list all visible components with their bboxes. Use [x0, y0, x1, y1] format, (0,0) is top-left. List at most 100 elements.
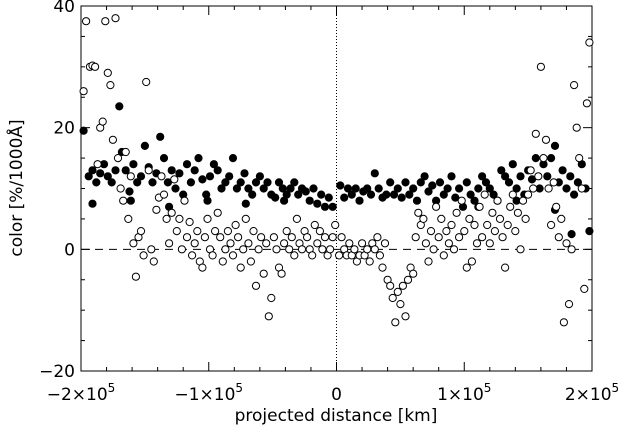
open-data-point	[350, 245, 359, 254]
filled-data-point	[115, 102, 124, 111]
open-data-point	[249, 227, 258, 236]
open-data-point	[231, 220, 240, 230]
open-data-point	[411, 233, 420, 242]
filled-data-point	[294, 190, 303, 199]
open-data-point	[223, 227, 232, 236]
filled-data-point	[221, 178, 230, 187]
open-data-point	[531, 129, 540, 138]
filled-data-point	[474, 184, 483, 193]
open-data-point	[564, 300, 574, 309]
open-data-point	[375, 251, 384, 260]
open-data-point	[370, 245, 379, 254]
open-data-point	[152, 205, 161, 214]
open-data-point	[460, 227, 469, 236]
filled-data-point	[497, 166, 506, 175]
open-data-point	[544, 184, 553, 193]
open-data-point	[82, 17, 91, 26]
open-data-point	[470, 220, 479, 230]
filled-data-point	[182, 160, 192, 169]
open-data-point	[159, 190, 169, 199]
data-points	[79, 14, 594, 327]
open-data-point	[358, 239, 367, 248]
open-data-point	[434, 233, 443, 242]
filled-data-point	[386, 178, 395, 187]
open-data-point	[567, 245, 576, 254]
open-data-point	[93, 160, 102, 169]
open-data-point	[303, 233, 312, 242]
open-data-point	[267, 293, 276, 303]
open-data-point	[236, 263, 245, 272]
filled-data-point	[190, 166, 199, 175]
filled-data-point	[409, 184, 418, 193]
open-data-point	[457, 196, 466, 205]
y-tick-label: 0	[64, 240, 75, 260]
open-data-point	[200, 233, 209, 242]
open-data-point	[501, 263, 510, 272]
filled-data-point	[470, 196, 479, 205]
open-data-point	[493, 196, 502, 205]
filled-data-point	[309, 184, 318, 193]
filled-data-point	[516, 172, 525, 181]
open-data-point	[315, 227, 324, 236]
filled-data-point	[420, 172, 429, 181]
filled-data-point	[547, 154, 556, 163]
open-data-point	[498, 233, 507, 242]
x-axis-label: projected distance [km]	[235, 406, 438, 426]
filled-data-point	[84, 172, 93, 181]
filled-data-point	[481, 178, 491, 187]
open-data-point	[162, 214, 171, 223]
open-data-point	[198, 263, 207, 272]
filled-data-point	[320, 202, 330, 211]
filled-data-point	[313, 199, 322, 208]
open-data-point	[536, 62, 546, 71]
open-data-point	[506, 202, 515, 211]
open-data-point	[388, 293, 397, 303]
filled-data-point	[251, 178, 261, 187]
open-data-point	[524, 190, 533, 199]
filled-data-point	[366, 190, 376, 199]
open-data-point	[139, 251, 148, 260]
open-data-point	[488, 208, 497, 217]
y-tick-label: 20	[53, 119, 75, 139]
open-data-point	[119, 196, 128, 205]
open-data-point	[241, 214, 250, 223]
filled-data-point	[389, 190, 399, 199]
open-data-point	[282, 227, 291, 236]
filled-data-point	[126, 196, 135, 205]
open-data-point	[403, 275, 413, 284]
x-tick-label: −1×105	[174, 381, 243, 405]
open-data-point	[503, 220, 512, 230]
filled-data-point	[558, 166, 567, 175]
y-axis-label: color [%/1000Å]	[5, 119, 27, 256]
open-data-point	[264, 312, 273, 321]
filled-data-point	[405, 190, 414, 199]
open-data-point	[480, 190, 489, 199]
open-data-point	[419, 214, 428, 223]
filled-data-point	[347, 190, 356, 199]
filled-data-point	[382, 190, 391, 199]
open-data-point	[218, 257, 227, 266]
filled-data-point	[340, 193, 349, 202]
filled-data-point	[566, 172, 575, 181]
filled-data-point	[550, 141, 560, 150]
open-data-point	[516, 245, 525, 254]
filled-data-point	[274, 178, 284, 187]
open-data-point	[149, 257, 158, 266]
open-data-point	[79, 87, 88, 96]
open-data-point	[475, 202, 484, 211]
open-data-point	[455, 233, 464, 242]
open-data-point	[190, 239, 199, 248]
open-data-point	[144, 166, 153, 175]
open-data-point	[287, 233, 296, 242]
filled-data-point	[317, 190, 326, 199]
open-data-point	[335, 251, 344, 260]
filled-data-point	[121, 166, 130, 175]
open-data-point	[478, 233, 487, 242]
open-data-point	[585, 38, 594, 47]
filled-data-point	[290, 178, 299, 187]
open-data-point	[511, 227, 520, 236]
open-data-point	[124, 214, 133, 223]
filled-data-point	[136, 172, 146, 181]
open-data-point	[467, 257, 476, 266]
open-data-point	[175, 214, 184, 223]
